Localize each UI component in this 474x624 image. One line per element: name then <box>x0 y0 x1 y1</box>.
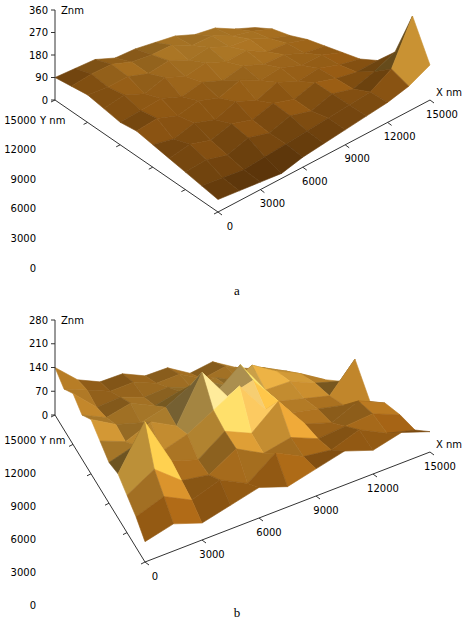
svg-text:70: 70 <box>35 386 48 397</box>
svg-text:Y nm: Y nm <box>39 115 65 126</box>
svg-text:0: 0 <box>42 410 48 421</box>
svg-text:15000: 15000 <box>426 109 458 120</box>
svg-text:6000: 6000 <box>11 203 36 214</box>
svg-text:b: b <box>234 605 241 620</box>
svg-text:180: 180 <box>29 50 48 61</box>
svg-text:90: 90 <box>35 72 48 83</box>
svg-text:3000: 3000 <box>199 549 224 560</box>
svg-text:12000: 12000 <box>367 483 399 494</box>
svg-text:3000: 3000 <box>260 198 285 209</box>
svg-text:270: 270 <box>29 27 48 38</box>
svg-text:280: 280 <box>29 315 48 326</box>
svg-text:15000: 15000 <box>424 461 456 472</box>
svg-text:6000: 6000 <box>11 534 36 545</box>
svg-text:X nm: X nm <box>436 87 462 98</box>
svg-text:Znm: Znm <box>61 5 84 16</box>
svg-text:12000: 12000 <box>384 131 416 142</box>
svg-text:0: 0 <box>227 221 233 232</box>
svg-text:140: 140 <box>29 362 48 373</box>
svg-text:12000: 12000 <box>4 468 36 479</box>
svg-text:X nm: X nm <box>436 439 462 450</box>
svg-text:9000: 9000 <box>11 174 36 185</box>
svg-text:3000: 3000 <box>11 567 36 578</box>
svg-text:9000: 9000 <box>344 153 369 164</box>
svg-text:0: 0 <box>152 571 158 582</box>
svg-text:Y nm: Y nm <box>39 435 65 446</box>
svg-text:6000: 6000 <box>302 176 327 187</box>
svg-text:3000: 3000 <box>11 233 36 244</box>
svg-text:9000: 9000 <box>11 501 36 512</box>
svg-text:360: 360 <box>29 5 48 16</box>
svg-text:Znm: Znm <box>61 315 84 326</box>
svg-text:15000: 15000 <box>4 435 36 446</box>
svg-text:12000: 12000 <box>4 144 36 155</box>
svg-text:210: 210 <box>29 338 48 349</box>
svg-text:6000: 6000 <box>256 527 281 538</box>
svg-text:9000: 9000 <box>313 505 338 516</box>
svg-text:a: a <box>234 283 240 298</box>
svg-text:0: 0 <box>30 263 36 274</box>
svg-text:0: 0 <box>42 95 48 106</box>
svg-text:0: 0 <box>30 600 36 611</box>
svg-text:15000: 15000 <box>4 115 36 126</box>
